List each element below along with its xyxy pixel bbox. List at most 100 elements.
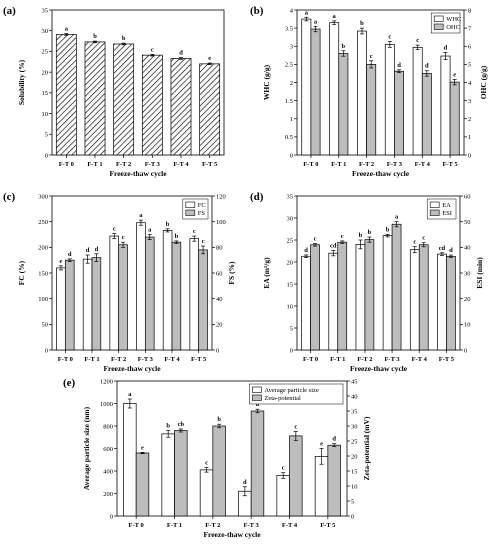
bar bbox=[301, 255, 311, 351]
significance-letter: c bbox=[122, 234, 125, 241]
bar bbox=[327, 444, 341, 517]
x-tick-label: F-T 5 bbox=[191, 356, 207, 363]
chart-panel-2: (c) 0 50 100 150 200 250 300 0 20 40 60 80 100 120 F-T … bbox=[3, 191, 236, 373]
y2-axis-title: OHC (g/g) bbox=[479, 65, 488, 99]
y-axis-title: FC (%) bbox=[17, 260, 26, 285]
bar bbox=[437, 253, 447, 351]
significance-letter: e bbox=[208, 55, 211, 62]
bar bbox=[421, 73, 432, 156]
y-axis-title: Average particle size (nm) bbox=[82, 406, 91, 490]
bar bbox=[171, 241, 182, 351]
y2-tick-label: 20 bbox=[216, 322, 223, 329]
x-tick-label: F-T 3 bbox=[244, 522, 260, 529]
legend-label: FC bbox=[198, 202, 206, 209]
bar bbox=[314, 456, 329, 517]
y2-tick-label: 35 bbox=[351, 408, 358, 415]
y2-tick-label: 60 bbox=[216, 270, 223, 277]
bar bbox=[412, 46, 423, 156]
significance-letter: c bbox=[202, 238, 205, 245]
bar bbox=[84, 41, 106, 156]
bar bbox=[382, 235, 393, 351]
bar bbox=[366, 64, 377, 156]
bar bbox=[310, 244, 320, 351]
significance-letter: d bbox=[332, 436, 336, 443]
significance-letter: a bbox=[305, 9, 309, 16]
significance-letter: a bbox=[314, 18, 318, 25]
significance-letter: d bbox=[449, 247, 453, 254]
bar bbox=[446, 255, 456, 351]
bar bbox=[328, 252, 339, 351]
bar bbox=[364, 239, 375, 351]
bar bbox=[199, 469, 214, 517]
significance-letter: a bbox=[128, 391, 132, 398]
y-tick-label: 10 bbox=[287, 303, 294, 310]
significance-letter: b bbox=[386, 226, 390, 233]
x-tick-label: F-T 2 bbox=[205, 522, 220, 529]
y-tick-label: 20 bbox=[42, 69, 49, 76]
significance-letter: c bbox=[193, 228, 196, 235]
bar bbox=[409, 249, 420, 351]
bar bbox=[394, 70, 404, 156]
y2-tick-label: 4 bbox=[468, 80, 472, 87]
y-tick-label: 0 bbox=[290, 347, 293, 354]
y-axis-title: Solubility (%) bbox=[17, 59, 26, 105]
y2-tick-label: 10 bbox=[464, 322, 471, 329]
legend-swatch bbox=[185, 201, 196, 208]
y2-tick-label: 2 bbox=[468, 116, 471, 123]
legend-swatch bbox=[433, 15, 444, 22]
y-tick-label: 0 bbox=[45, 152, 48, 159]
y2-tick-label: 1 bbox=[468, 134, 471, 141]
legend-box bbox=[249, 383, 344, 405]
y2-tick-label: 30 bbox=[351, 423, 358, 430]
y2-tick-label: 25 bbox=[351, 438, 358, 445]
y-tick-label: 3.5 bbox=[285, 25, 293, 32]
y-tick-label: 100 bbox=[38, 296, 48, 303]
significance-letter: b bbox=[342, 43, 346, 50]
bar bbox=[329, 22, 340, 156]
significance-letter: a bbox=[139, 212, 143, 219]
x-tick-label: F-T 1 bbox=[330, 356, 345, 363]
y-tick-label: 0 bbox=[45, 347, 48, 354]
significance-letter: a bbox=[148, 227, 152, 234]
bar bbox=[337, 241, 348, 351]
significance-letter: b bbox=[122, 35, 126, 42]
chart-panel-3: (d) 0 5 10 15 20 25 30 35 0 10 20 30 40 50 60 F-T 0 F-T 1… bbox=[250, 191, 484, 373]
bar bbox=[170, 58, 192, 156]
legend-label: FS bbox=[198, 210, 206, 217]
x-tick-label: F-T 0 bbox=[59, 161, 74, 168]
significance-letter: e bbox=[453, 71, 456, 78]
significance-letter: cd bbox=[330, 243, 337, 250]
bar bbox=[338, 53, 349, 156]
y-tick-label: 25 bbox=[287, 237, 294, 244]
bar bbox=[113, 43, 135, 156]
x-tick-label: F-T 1 bbox=[331, 161, 346, 168]
x-tick-label: F-T 4 bbox=[173, 161, 189, 168]
y-tick-label: 5 bbox=[45, 132, 48, 139]
y2-tick-label: 8 bbox=[468, 7, 471, 14]
y-tick-label: 4 bbox=[290, 7, 294, 14]
significance-letter: d bbox=[397, 62, 401, 69]
y-tick-label: 600 bbox=[103, 446, 113, 453]
y2-tick-label: 20 bbox=[464, 296, 471, 303]
y2-tick-label: 100 bbox=[216, 219, 226, 226]
y-tick-label: 50 bbox=[42, 322, 49, 329]
y-tick-label: 2 bbox=[290, 80, 293, 87]
panel-label: (c) bbox=[3, 191, 16, 203]
x-tick-label: F-T 0 bbox=[303, 356, 318, 363]
y2-tick-label: 0 bbox=[216, 347, 219, 354]
y2-tick-label: 60 bbox=[464, 193, 471, 200]
y-tick-label: 200 bbox=[103, 491, 113, 498]
significance-letter: c bbox=[370, 53, 373, 60]
significance-letter: c bbox=[341, 233, 344, 240]
legend-label: ESI bbox=[442, 210, 452, 217]
bar bbox=[301, 18, 312, 156]
y2-tick-label: 40 bbox=[464, 245, 471, 252]
significance-letter: cb bbox=[178, 421, 185, 428]
x-axis-title: Freeze-thaw cycle bbox=[203, 530, 261, 539]
y2-tick-label: 15 bbox=[351, 468, 358, 475]
chart-panel-0: (a) 0 5 10 15 20 25 30 35 F-T 0 F-T 1 F-T 2 F-T 3 F-T… bbox=[3, 5, 225, 178]
bar bbox=[418, 244, 429, 351]
significance-letter: a bbox=[256, 401, 260, 408]
bar bbox=[357, 30, 367, 156]
significance-letter: d bbox=[86, 247, 90, 254]
